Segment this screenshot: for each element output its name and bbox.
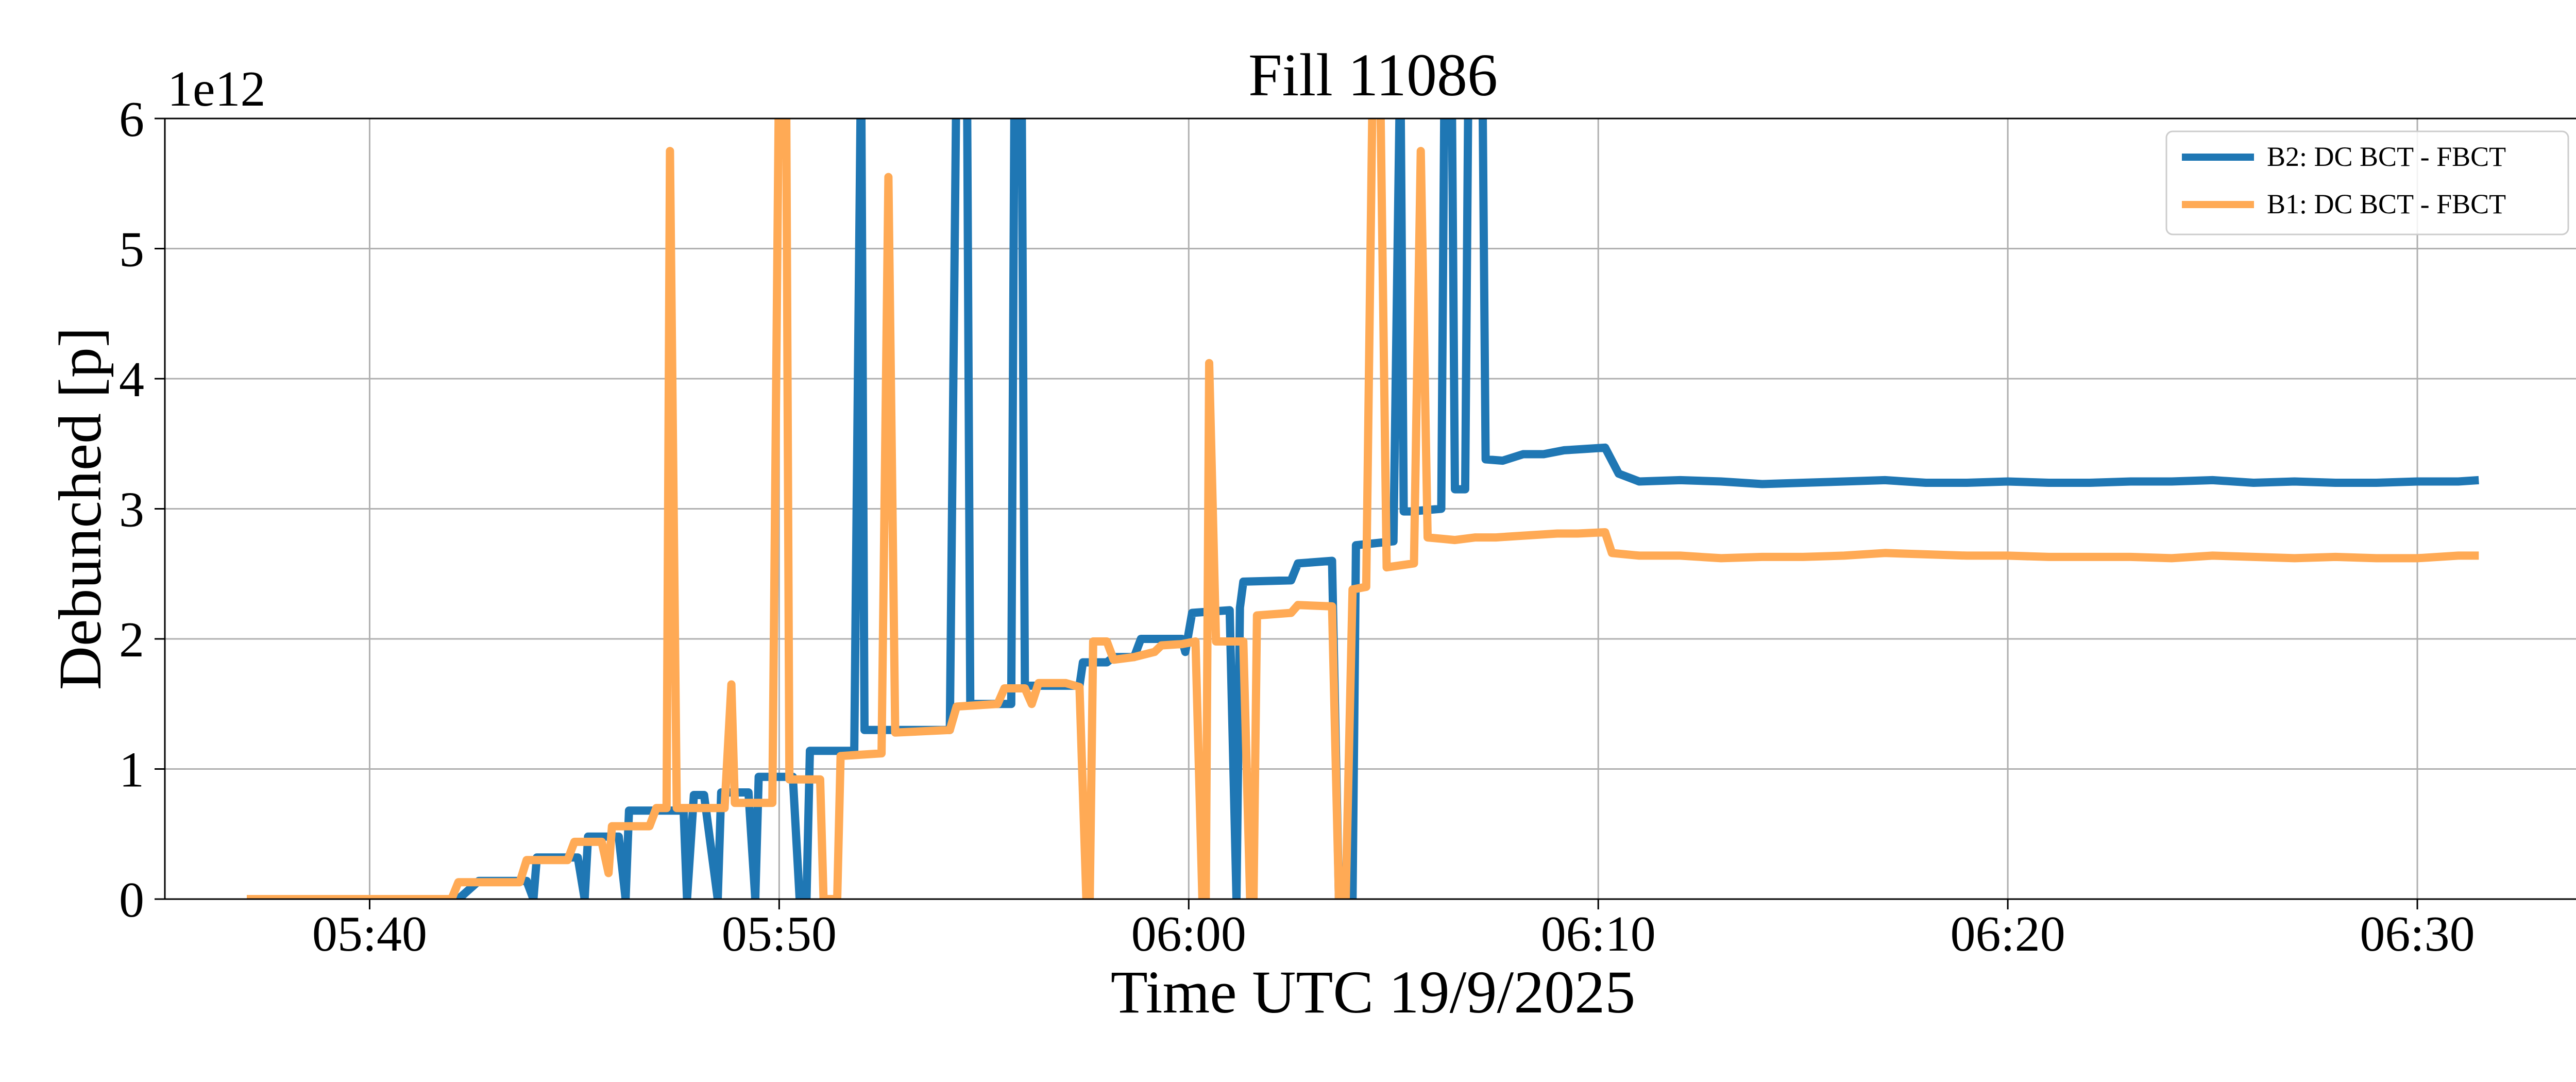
x-tick-label: 06:10 — [1541, 906, 1656, 962]
x-tick-label: 05:50 — [722, 906, 837, 962]
y-axis-ticks: 0 1 2 3 4 5 6 — [119, 92, 165, 928]
x-tick-label: 05:40 — [312, 906, 427, 962]
y-tick-label: 0 — [119, 872, 144, 928]
x-tick-label: 06:30 — [2360, 906, 2475, 962]
series-line-b2 — [247, 119, 2479, 899]
legend-label-b2: B2: DC BCT - FBCT — [2267, 141, 2506, 172]
y-tick-label: 1 — [119, 742, 144, 798]
series-line-b1 — [247, 119, 2479, 899]
legend-label-b1: B1: DC BCT - FBCT — [2267, 189, 2506, 219]
x-axis-label: Time UTC 19/9/2025 — [1111, 958, 1635, 1026]
y-tick-label: 4 — [119, 352, 144, 408]
legend-box — [2165, 130, 2569, 235]
y-tick-label: 5 — [119, 222, 144, 278]
y-tick-label: 6 — [119, 92, 144, 147]
x-tick-label: 06:20 — [1951, 906, 2065, 962]
y-offset-label: 1e12 — [167, 61, 266, 117]
y-axis-label: Debunched [p] — [46, 327, 114, 690]
x-axis-ticks: 05:40 05:50 06:00 06:10 06:20 06:30 — [312, 899, 2475, 962]
legend: B2: DC BCT - FBCT B1: DC BCT - FBCT — [2165, 130, 2569, 235]
y-tick-label: 3 — [119, 482, 144, 538]
y-tick-label: 2 — [119, 612, 144, 668]
series-layer — [247, 119, 2479, 899]
x-tick-label: 06:00 — [1131, 906, 1246, 962]
chart-title: Fill 11086 — [1248, 41, 1498, 109]
